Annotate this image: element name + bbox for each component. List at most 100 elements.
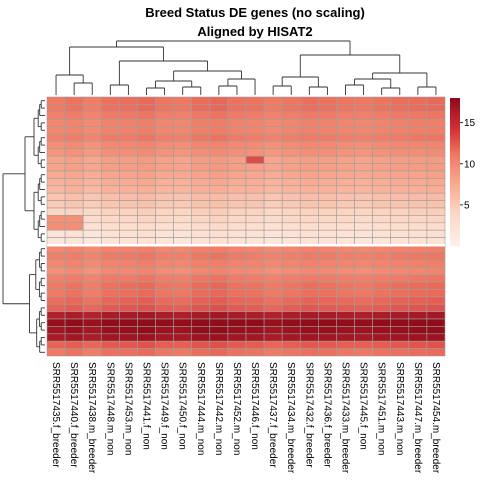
legend-swatch [450, 162, 460, 165]
heatmap-cell [82, 259, 102, 268]
heatmap-cell [372, 237, 392, 246]
heatmap-cell [354, 326, 373, 335]
heatmap-cell [137, 274, 156, 283]
heatmap-cell [137, 104, 156, 113]
heatmap-cell [155, 178, 174, 187]
heatmap-cell [408, 333, 428, 342]
heatmap-cell [281, 229, 301, 238]
heatmap-cell [82, 104, 102, 113]
heatmap-cell [119, 229, 138, 238]
heatmap-cell [82, 333, 102, 342]
heatmap-cell [318, 222, 337, 231]
heatmap-cell [191, 170, 211, 179]
heatmap-cell [372, 303, 392, 312]
heatmap-cell [137, 111, 156, 120]
legend-swatch [450, 223, 460, 227]
heatmap-cell [82, 141, 102, 150]
legend-swatch [450, 144, 460, 148]
heatmap-cell [281, 237, 301, 246]
heatmap-cell [426, 281, 446, 290]
legend-swatch [450, 196, 460, 200]
heatmap-cell [299, 303, 319, 312]
heatmap-cell [318, 192, 337, 201]
heatmap-cell [173, 318, 193, 327]
heatmap-cell [299, 340, 319, 349]
heatmap-cell [263, 222, 283, 231]
heatmap-cell [426, 215, 446, 224]
heatmap-cell [100, 104, 120, 113]
heatmap-cell [64, 296, 84, 305]
heatmap-cell [82, 192, 102, 201]
heatmap-cell [191, 348, 211, 357]
heatmap-cell [137, 266, 156, 275]
heatmap-cell [245, 185, 265, 194]
heatmap-cell [209, 200, 229, 209]
heatmap-cell [64, 133, 84, 142]
heatmap-cell [155, 200, 174, 209]
heatmap-cell [299, 155, 319, 164]
heatmap-cell [227, 348, 247, 357]
heatmap-cell [64, 237, 84, 246]
legend-swatch [450, 137, 460, 141]
heatmap-cell [426, 296, 446, 305]
heatmap-cell [46, 274, 66, 283]
heatmap-cell [100, 148, 120, 157]
heatmap-cell [191, 222, 211, 231]
heatmap-cell [155, 326, 174, 335]
heatmap-cell [408, 266, 428, 275]
heatmap-cell [354, 96, 373, 105]
heatmap-cell [245, 163, 265, 172]
heatmap-cell [82, 318, 102, 327]
heatmap-cell [281, 281, 301, 290]
heatmap-cell [227, 148, 247, 157]
heatmap-cell [100, 192, 120, 201]
color-legend: 5 10 15 [450, 98, 476, 247]
heatmap-cell [299, 133, 319, 142]
heatmap-cell [390, 289, 410, 298]
heatmap-cell [64, 222, 84, 231]
heatmap-cell [390, 318, 410, 327]
heatmap-cell [408, 259, 428, 268]
heatmap-cell [245, 296, 265, 305]
legend-swatch [450, 107, 460, 111]
heatmap-cell [354, 215, 373, 224]
chart-title-line-1: Breed Status DE genes (no scaling) [145, 5, 365, 20]
heatmap-cell [155, 229, 174, 238]
heatmap-cell [137, 348, 156, 357]
heatmap-cell [390, 207, 410, 216]
heatmap-cell [390, 192, 410, 201]
heatmap-cell [227, 118, 247, 127]
heatmap-cell [100, 303, 120, 312]
heatmap-cell [191, 96, 211, 105]
heatmap-cell [209, 104, 229, 113]
heatmap-cell [245, 170, 265, 179]
heatmap-cell [191, 141, 211, 150]
heatmap-cell [191, 266, 211, 275]
heatmap-cell [191, 259, 211, 268]
heatmap-cell [336, 274, 355, 283]
heatmap-cell [281, 185, 301, 194]
heatmap-cell [318, 96, 337, 105]
heatmap-cell [173, 274, 193, 283]
heatmap-cell [245, 141, 265, 150]
heatmap-cell [119, 96, 138, 105]
column-label: SRR5517443.m_non [394, 362, 405, 455]
heatmap-cell [263, 311, 283, 320]
heatmap-cell [336, 170, 355, 179]
heatmap-cell [408, 163, 428, 172]
heatmap-cell [263, 185, 283, 194]
heatmap-cell [372, 259, 392, 268]
legend-swatch [450, 167, 460, 170]
heatmap-cell [119, 326, 138, 335]
heatmap-cell [318, 104, 337, 113]
heatmap-cell [245, 111, 265, 120]
heatmap-cell [209, 303, 229, 312]
heatmap-cell [245, 222, 265, 231]
heatmap-cell [426, 163, 446, 172]
heatmap-cell [336, 237, 355, 246]
heatmap-cell [426, 222, 446, 231]
heatmap-cell [281, 148, 301, 157]
heatmap-cell [263, 207, 283, 216]
legend-swatch [450, 149, 460, 153]
heatmap-cell [336, 148, 355, 157]
